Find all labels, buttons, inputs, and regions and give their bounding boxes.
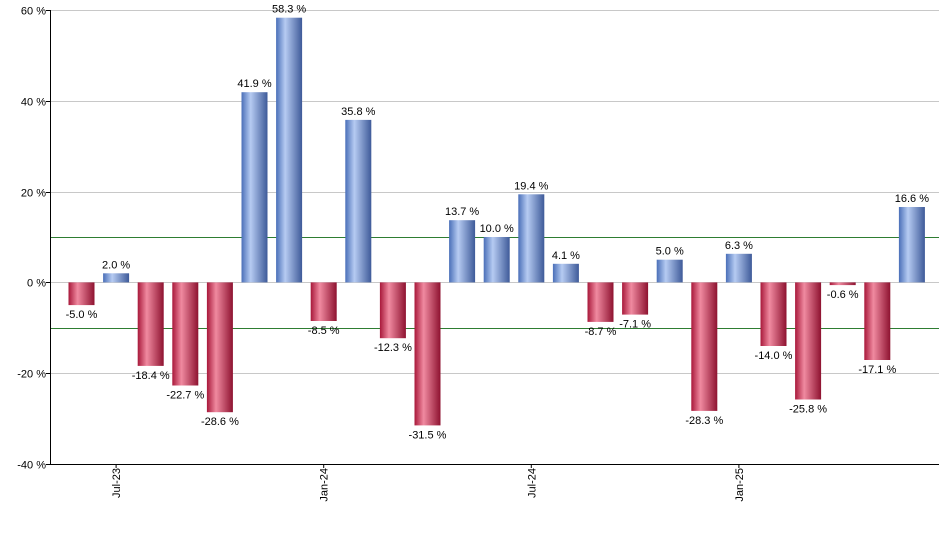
y-tick-label: -40 % [17, 460, 46, 472]
bar [552, 263, 579, 283]
bar [68, 282, 95, 306]
bar-value-label: -7.1 % [619, 319, 651, 331]
bar-value-label: 19.4 % [514, 180, 548, 192]
x-tick-label: Jan-24 [319, 468, 331, 502]
bar-value-label: 10.0 % [480, 223, 514, 235]
bar-value-label: 5.0 % [656, 246, 684, 258]
bar-value-label: -0.6 % [827, 289, 859, 301]
bar-value-label: -25.8 % [789, 404, 827, 416]
bar-value-label: -31.5 % [409, 429, 447, 441]
bar-value-label: 13.7 % [445, 206, 479, 218]
bar-value-label: 4.1 % [552, 250, 580, 262]
bar [345, 119, 372, 283]
bar [760, 282, 787, 346]
y-tick-label: 40 % [21, 97, 46, 109]
bar [137, 282, 164, 366]
labels: -40 % -20 % 0 % 20 % 40 % 60 % -5.0 % 2.0 % -18.… [17, 4, 929, 502]
bar [725, 253, 752, 283]
bar-value-label: -22.7 % [166, 390, 204, 402]
bar-value-label: 16.6 % [895, 193, 929, 205]
bar-value-label: -8.5 % [308, 325, 340, 337]
bar [864, 282, 891, 360]
bar [206, 282, 233, 413]
y-tick-label: 0 % [27, 278, 46, 290]
bars [68, 17, 925, 426]
bar [656, 259, 683, 283]
bar [483, 237, 510, 283]
bar [241, 92, 268, 283]
x-tick-label: Jul-23 [111, 468, 123, 498]
x-tick-label: Jul-24 [526, 468, 538, 498]
bar [310, 282, 337, 321]
bar [898, 207, 925, 283]
bar [103, 273, 130, 283]
bar-value-label: 35.8 % [341, 106, 375, 118]
bar-value-label: 2.0 % [102, 259, 130, 271]
bar-value-label: 41.9 % [237, 78, 271, 90]
bar [587, 282, 614, 322]
bar-value-label: 6.3 % [725, 240, 753, 252]
bar-value-label: 58.3 % [272, 4, 306, 16]
bar [518, 194, 545, 283]
bar-value-label: -28.6 % [201, 416, 239, 428]
bar [449, 220, 476, 283]
bar-value-label: -14.0 % [755, 350, 793, 362]
bar [414, 282, 441, 426]
bar-value-label: -5.0 % [66, 309, 98, 321]
bar [829, 282, 856, 286]
bar-value-label: -17.1 % [858, 364, 896, 376]
x-tick-label: Jan-25 [734, 468, 746, 502]
y-tick-label: 60 % [21, 6, 46, 18]
bar [172, 282, 199, 386]
bar [276, 17, 303, 283]
bar [622, 282, 649, 315]
y-tick-label: -20 % [17, 369, 46, 381]
bar [691, 282, 718, 411]
bar-value-label: -28.3 % [685, 415, 723, 427]
bar-value-label: -12.3 % [374, 342, 412, 354]
bar [379, 282, 406, 339]
y-tick-label: 20 % [21, 188, 46, 200]
bar-value-label: -18.4 % [132, 370, 170, 382]
axes [46, 10, 939, 468]
bar-value-label: -8.7 % [585, 326, 617, 338]
bar [795, 282, 822, 400]
